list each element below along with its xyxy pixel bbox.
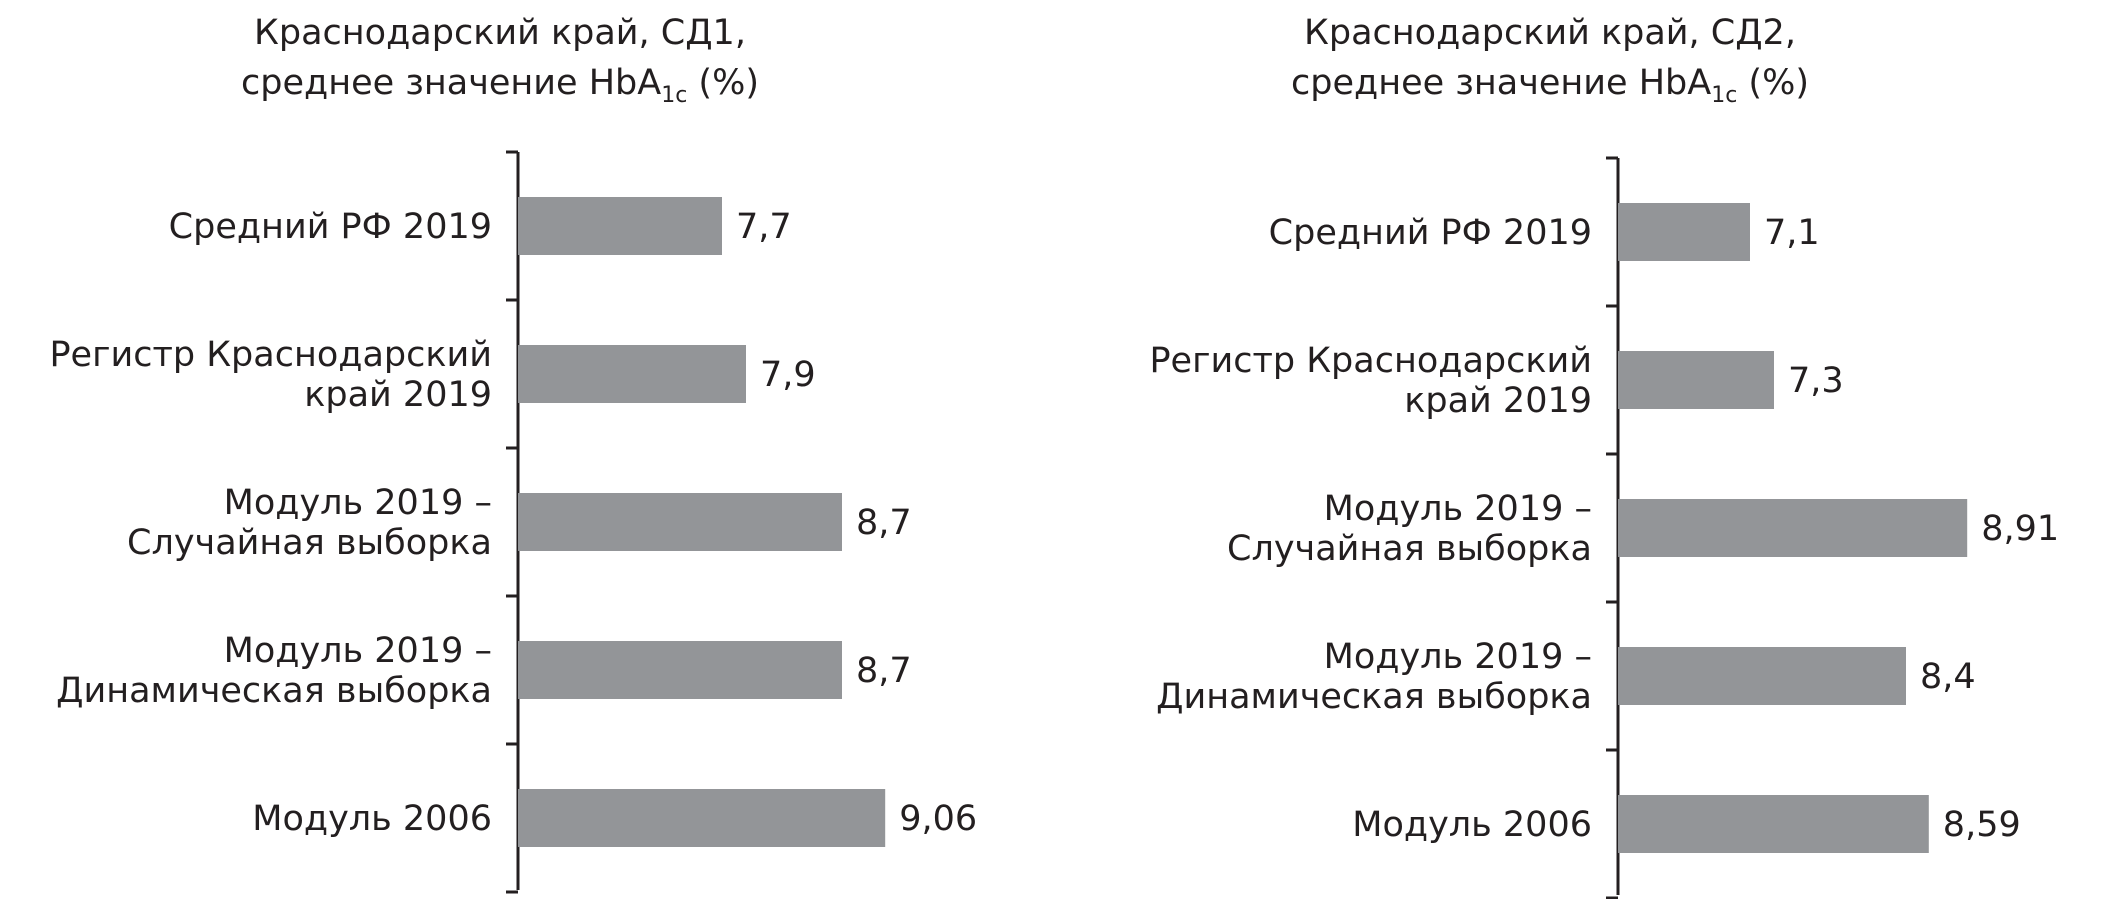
category-label: Модуль 2019 – bbox=[224, 483, 492, 523]
bar bbox=[518, 345, 746, 403]
category-label: Средний РФ 2019 bbox=[1269, 213, 1592, 253]
category-label: Случайная выборка bbox=[127, 523, 492, 563]
category-label: край 2019 bbox=[1404, 381, 1592, 421]
bar bbox=[1618, 499, 1968, 557]
bar bbox=[518, 789, 886, 847]
title-unit: (%) bbox=[687, 63, 759, 103]
category-label: Динамическая выборка bbox=[1156, 677, 1592, 717]
value-label: 7,1 bbox=[1764, 213, 1820, 253]
value-label: 9,06 bbox=[899, 799, 977, 839]
value-label: 8,59 bbox=[1943, 805, 2021, 845]
chart-panel-sd2: Краснодарский край, СД2, среднее значени… bbox=[1050, 0, 2100, 899]
bar bbox=[1618, 203, 1750, 261]
value-label: 8,4 bbox=[1920, 657, 1976, 697]
value-label: 7,9 bbox=[760, 355, 816, 395]
category-label: Модуль 2019 – bbox=[224, 631, 492, 671]
category-label: Модуль 2006 bbox=[1352, 805, 1592, 845]
title-line-2: среднее значение HbA bbox=[241, 63, 662, 103]
bar bbox=[518, 641, 842, 699]
category-label: Модуль 2019 – bbox=[1324, 637, 1592, 677]
bar bbox=[1618, 351, 1774, 409]
category-label: Регистр Краснодарский bbox=[1149, 341, 1592, 381]
value-label: 8,91 bbox=[1981, 509, 2059, 549]
bar bbox=[518, 493, 842, 551]
category-label: Динамическая выборка bbox=[56, 671, 492, 711]
category-label: край 2019 bbox=[304, 375, 492, 415]
category-label: Модуль 2019 – bbox=[1324, 489, 1592, 529]
bar bbox=[518, 197, 722, 255]
title-subscript: 1c bbox=[1711, 83, 1738, 108]
bar-plot: 7,7 Средний РФ 2019 7,9 Регистр Краснодарск… bbox=[49, 150, 977, 894]
chart-title: Краснодарский край, СД2, среднее значени… bbox=[1050, 8, 2050, 121]
title-subscript: 1c bbox=[661, 83, 688, 108]
chart-title: Краснодарский край, СД1, среднее значени… bbox=[0, 8, 1000, 121]
category-label: Регистр Краснодарский bbox=[49, 335, 492, 375]
category-label: Случайная выборка bbox=[1227, 529, 1592, 569]
bar bbox=[1618, 647, 1906, 705]
value-label: 8,7 bbox=[856, 503, 912, 543]
value-label: 7,3 bbox=[1788, 361, 1844, 401]
value-label: 7,7 bbox=[736, 207, 792, 247]
title-line-2: среднее значение HbA bbox=[1291, 63, 1712, 103]
bar-plot: 7,1 Средний РФ 2019 7,3 Регистр Краснодарск… bbox=[1149, 156, 2059, 899]
title-line-1: Краснодарский край, СД1, bbox=[254, 13, 746, 53]
chart-panel-sd1: Краснодарский край, СД1, среднее значени… bbox=[0, 0, 1050, 899]
category-label: Средний РФ 2019 bbox=[169, 207, 492, 247]
title-unit: (%) bbox=[1737, 63, 1809, 103]
category-label: Модуль 2006 bbox=[252, 799, 492, 839]
value-label: 8,7 bbox=[856, 651, 912, 691]
bar bbox=[1618, 795, 1929, 853]
title-line-1: Краснодарский край, СД2, bbox=[1304, 13, 1796, 53]
